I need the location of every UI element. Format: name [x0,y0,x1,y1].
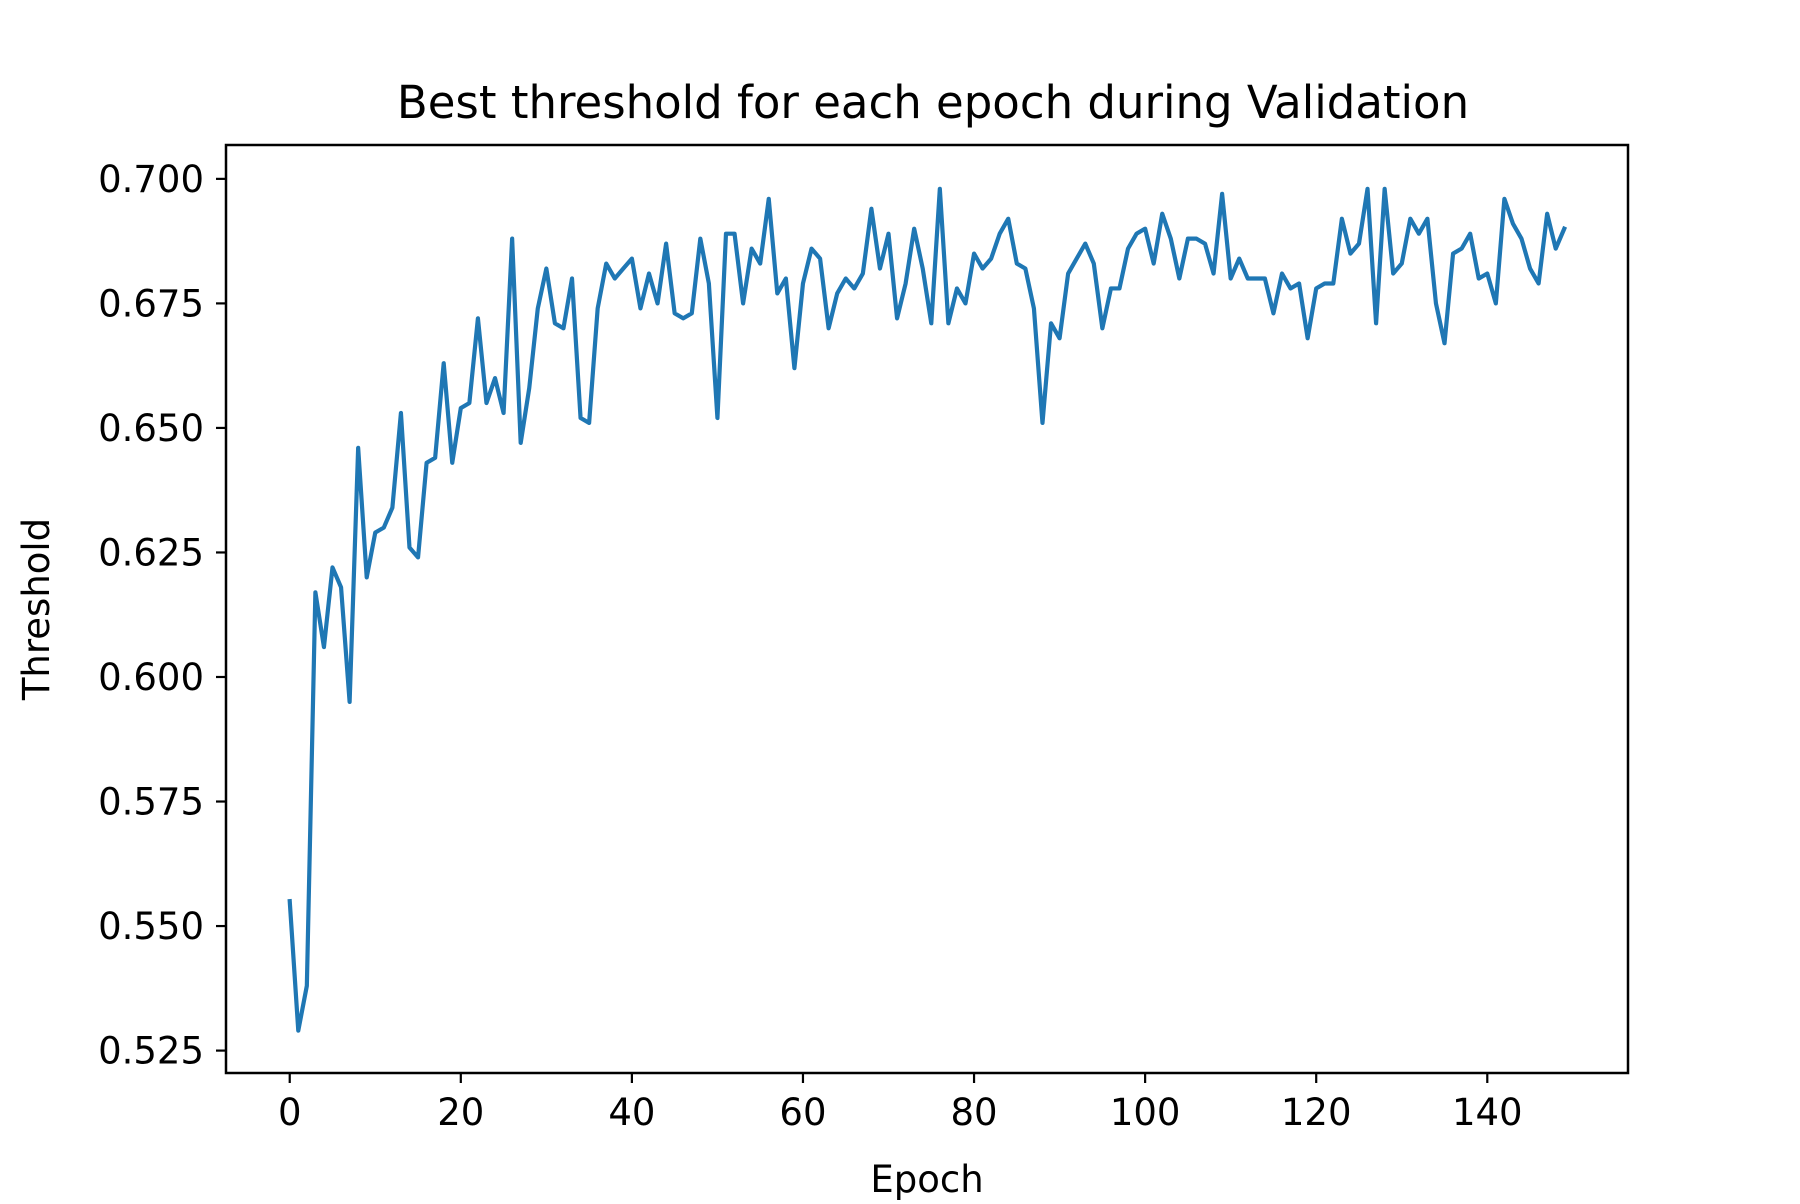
x-tick-label: 120 [1281,1091,1352,1134]
y-tick-label: 0.625 [98,531,204,574]
y-tick-label: 0.600 [98,656,204,699]
x-axis-title: Epoch [870,1158,983,1200]
y-tick-label: 0.700 [98,158,204,201]
y-axis: 0.525 0.550 0.575 0.600 0.625 0.650 0.675 0.700 [98,158,226,1073]
x-tick-label: 100 [1110,1091,1181,1134]
chart-title: Best threshold for each epoch during Val… [397,76,1469,129]
plot-area [287,186,1568,1033]
y-tick-label: 0.675 [98,282,204,325]
series-line [287,186,1568,1033]
y-tick-label: 0.650 [98,407,204,450]
y-tick-label: 0.575 [98,781,204,824]
x-axis: 0 20 40 60 80 100 120 140 [278,1073,1523,1134]
y-axis-title: Threshold [15,518,58,701]
axes-frame [224,143,1630,1075]
x-tick-label: 0 [278,1091,302,1134]
x-tick-label: 40 [608,1091,655,1134]
x-tick-label: 20 [437,1091,484,1134]
x-tick-label: 140 [1452,1091,1523,1134]
x-tick-label: 60 [779,1091,826,1134]
y-tick-label: 0.550 [98,905,204,948]
x-tick-label: 80 [951,1091,998,1134]
y-tick-label: 0.525 [98,1030,204,1073]
